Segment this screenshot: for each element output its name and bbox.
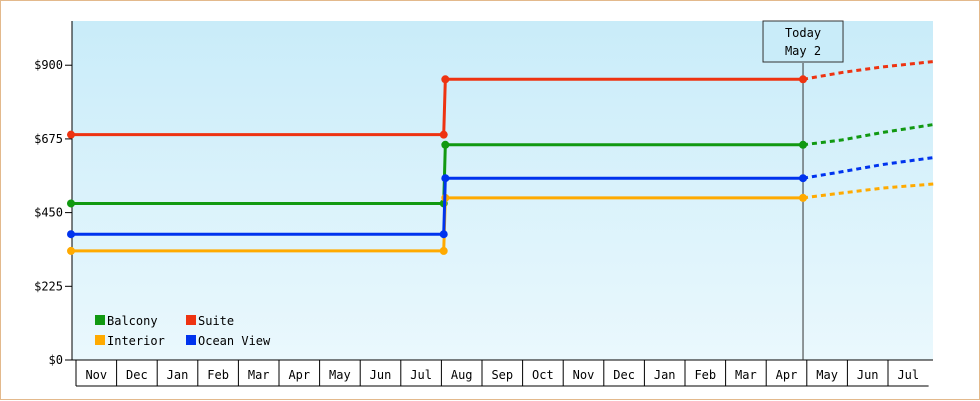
- x-tick-label: May: [816, 368, 838, 382]
- data-point-interior: [439, 246, 448, 255]
- data-point-balcony: [441, 140, 450, 149]
- x-tick-label: Nov: [573, 368, 595, 382]
- data-point-balcony: [67, 199, 75, 208]
- x-tick-label: Aug: [451, 368, 473, 382]
- y-tick-label: $900: [34, 58, 63, 72]
- x-tick-label: Apr: [776, 368, 798, 382]
- series-forecast-interior: [802, 182, 936, 200]
- today-box: [762, 20, 844, 63]
- data-point-suite: [67, 130, 75, 139]
- legend-label-balcony: Balcony: [107, 314, 158, 328]
- x-tick-label: Nov: [85, 368, 107, 382]
- data-point-balcony: [799, 140, 808, 149]
- series-forecast-suite: [802, 59, 936, 81]
- x-tick-label: May: [329, 368, 351, 382]
- series-line-ocean-view: [71, 176, 804, 236]
- legend-label-interior: Interior: [107, 334, 165, 348]
- x-tick-label: Sep: [491, 368, 513, 382]
- series-forecast-ocean-view: [802, 155, 936, 180]
- x-tick-label: Dec: [126, 368, 148, 382]
- legend-swatch-ocean-view: [186, 335, 196, 345]
- x-tick-label: Jun: [857, 368, 879, 382]
- legend-label-ocean-view: Ocean View: [198, 334, 271, 348]
- data-point-interior: [67, 246, 75, 255]
- x-tick-label: Feb: [694, 368, 716, 382]
- data-point-suite: [441, 75, 450, 84]
- today-date: May 2: [785, 44, 821, 58]
- x-tick-label: Feb: [207, 368, 229, 382]
- x-tick-label: Mar: [248, 368, 270, 382]
- data-point-ocean-view: [439, 230, 448, 239]
- x-tick-label: Jul: [897, 368, 919, 382]
- plot-area: [72, 21, 933, 360]
- today-label: Today: [785, 26, 821, 40]
- series-line-balcony: [71, 143, 804, 205]
- x-tick-label: Mar: [735, 368, 757, 382]
- y-tick-label: $450: [34, 206, 63, 220]
- y-tick-label: $0: [49, 353, 63, 367]
- data-point-interior: [799, 193, 808, 202]
- series-line-suite: [71, 77, 804, 137]
- x-tick-label: Jun: [370, 368, 392, 382]
- x-tick-label: Jan: [167, 368, 189, 382]
- x-tick-label: Dec: [613, 368, 635, 382]
- x-tick-label: Jul: [410, 368, 432, 382]
- series-forecast-balcony: [802, 122, 937, 147]
- legend-swatch-interior: [95, 335, 105, 345]
- y-tick-label: $675: [34, 132, 63, 146]
- legend: Balcony Interior Suite Ocean View: [95, 314, 271, 348]
- legend-label-suite: Suite: [198, 314, 234, 328]
- legend-swatch-suite: [186, 315, 196, 325]
- x-tick-label: Oct: [532, 368, 554, 382]
- data-point-ocean-view: [67, 230, 75, 239]
- data-point-ocean-view: [799, 174, 808, 183]
- data-point-suite: [439, 130, 448, 139]
- x-tick-label: Jan: [654, 368, 676, 382]
- data-point-suite: [799, 75, 808, 84]
- x-tick-label: Apr: [288, 368, 310, 382]
- y-tick-label: $225: [34, 279, 63, 293]
- legend-swatch-balcony: [95, 315, 105, 325]
- data-point-ocean-view: [441, 174, 450, 183]
